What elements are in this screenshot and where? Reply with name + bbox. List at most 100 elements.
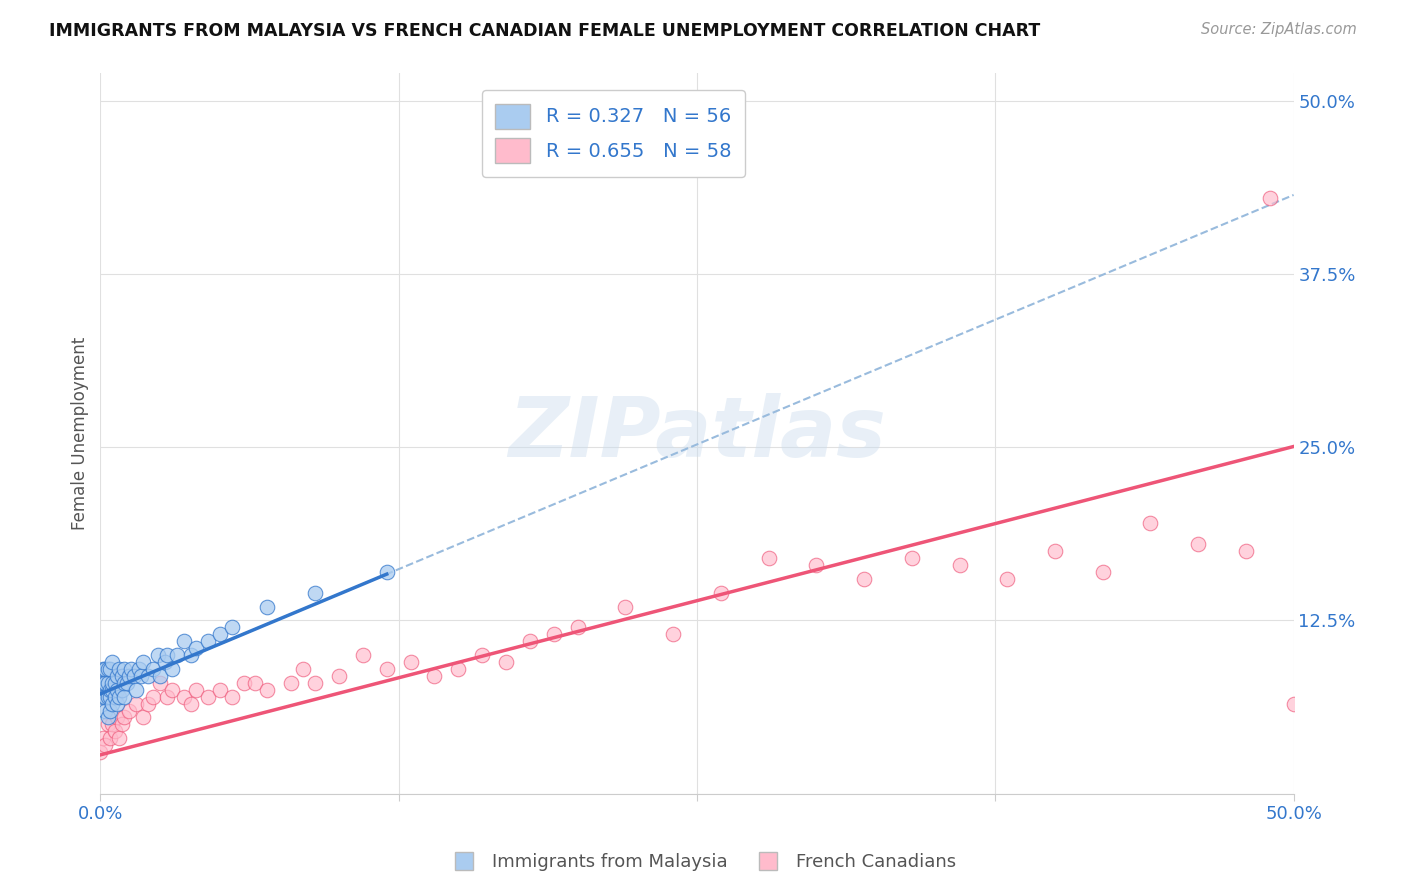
Point: [1091, 565, 1114, 579]
Point: [1258, 191, 1281, 205]
Y-axis label: Female Unemployment: Female Unemployment: [72, 336, 89, 530]
Point: [105, 682, 128, 697]
Point: [108, 690, 131, 704]
Point: [543, 627, 565, 641]
Point: [806, 558, 828, 572]
Point: [197, 634, 219, 648]
Point: [120, 662, 142, 676]
Point: [115, 675, 138, 690]
Point: [98, 682, 121, 697]
Point: [105, 669, 128, 683]
Point: [149, 669, 172, 683]
Point: [94, 662, 117, 676]
Point: [245, 675, 267, 690]
Point: [166, 648, 188, 662]
Point: [710, 585, 733, 599]
Point: [180, 648, 202, 662]
Point: [1282, 697, 1305, 711]
Point: [96, 662, 118, 676]
Point: [292, 662, 315, 676]
Point: [105, 697, 128, 711]
Point: [91, 675, 114, 690]
Point: [104, 690, 127, 704]
Point: [98, 662, 121, 676]
Point: [1043, 544, 1066, 558]
Point: [153, 655, 176, 669]
Point: [125, 682, 148, 697]
Point: [94, 690, 117, 704]
Legend: R = 0.327   N = 56, R = 0.655   N = 58: R = 0.327 N = 56, R = 0.655 N = 58: [482, 90, 745, 177]
Point: [94, 738, 117, 752]
Point: [471, 648, 494, 662]
Point: [108, 731, 131, 746]
Point: [101, 675, 124, 690]
Point: [112, 662, 135, 676]
Point: [96, 710, 118, 724]
Point: [221, 690, 243, 704]
Point: [328, 669, 350, 683]
Point: [118, 704, 141, 718]
Point: [96, 675, 118, 690]
Point: [149, 675, 172, 690]
Point: [519, 634, 541, 648]
Point: [146, 648, 169, 662]
Point: [184, 682, 207, 697]
Point: [112, 690, 135, 704]
Point: [111, 717, 134, 731]
Point: [111, 682, 134, 697]
Point: [758, 551, 780, 566]
Point: [94, 675, 117, 690]
Point: [280, 675, 302, 690]
Point: [96, 690, 118, 704]
Text: IMMIGRANTS FROM MALAYSIA VS FRENCH CANADIAN FEMALE UNEMPLOYMENT CORRELATION CHAR: IMMIGRANTS FROM MALAYSIA VS FRENCH CANAD…: [49, 22, 1040, 40]
Point: [662, 627, 685, 641]
Point: [208, 682, 231, 697]
Point: [375, 662, 398, 676]
Point: [399, 655, 422, 669]
Point: [156, 648, 179, 662]
Text: Source: ZipAtlas.com: Source: ZipAtlas.com: [1201, 22, 1357, 37]
Point: [184, 641, 207, 656]
Point: [89, 745, 111, 759]
Point: [352, 648, 374, 662]
Point: [447, 662, 470, 676]
Point: [900, 551, 922, 566]
Point: [91, 662, 114, 676]
Point: [122, 669, 145, 683]
Point: [94, 704, 117, 718]
Point: [197, 690, 219, 704]
Point: [129, 669, 152, 683]
Point: [232, 675, 254, 690]
Point: [132, 655, 155, 669]
Point: [112, 710, 135, 724]
Point: [112, 675, 135, 690]
Point: [495, 655, 517, 669]
Point: [136, 669, 159, 683]
Point: [91, 690, 114, 704]
Point: [304, 675, 326, 690]
Legend: Immigrants from Malaysia, French Canadians: Immigrants from Malaysia, French Canadia…: [443, 847, 963, 879]
Point: [128, 662, 150, 676]
Point: [614, 599, 637, 614]
Point: [948, 558, 970, 572]
Point: [104, 675, 127, 690]
Point: [98, 704, 121, 718]
Point: [101, 655, 124, 669]
Point: [256, 682, 278, 697]
Point: [105, 710, 128, 724]
Point: [208, 627, 231, 641]
Point: [1139, 516, 1161, 531]
Point: [118, 669, 141, 683]
Point: [853, 572, 876, 586]
Point: [96, 717, 118, 731]
Point: [101, 697, 124, 711]
Point: [104, 724, 127, 739]
Point: [180, 697, 202, 711]
Point: [173, 690, 195, 704]
Point: [136, 697, 159, 711]
Point: [1234, 544, 1257, 558]
Point: [173, 634, 195, 648]
Point: [160, 662, 183, 676]
Point: [567, 620, 589, 634]
Point: [101, 717, 124, 731]
